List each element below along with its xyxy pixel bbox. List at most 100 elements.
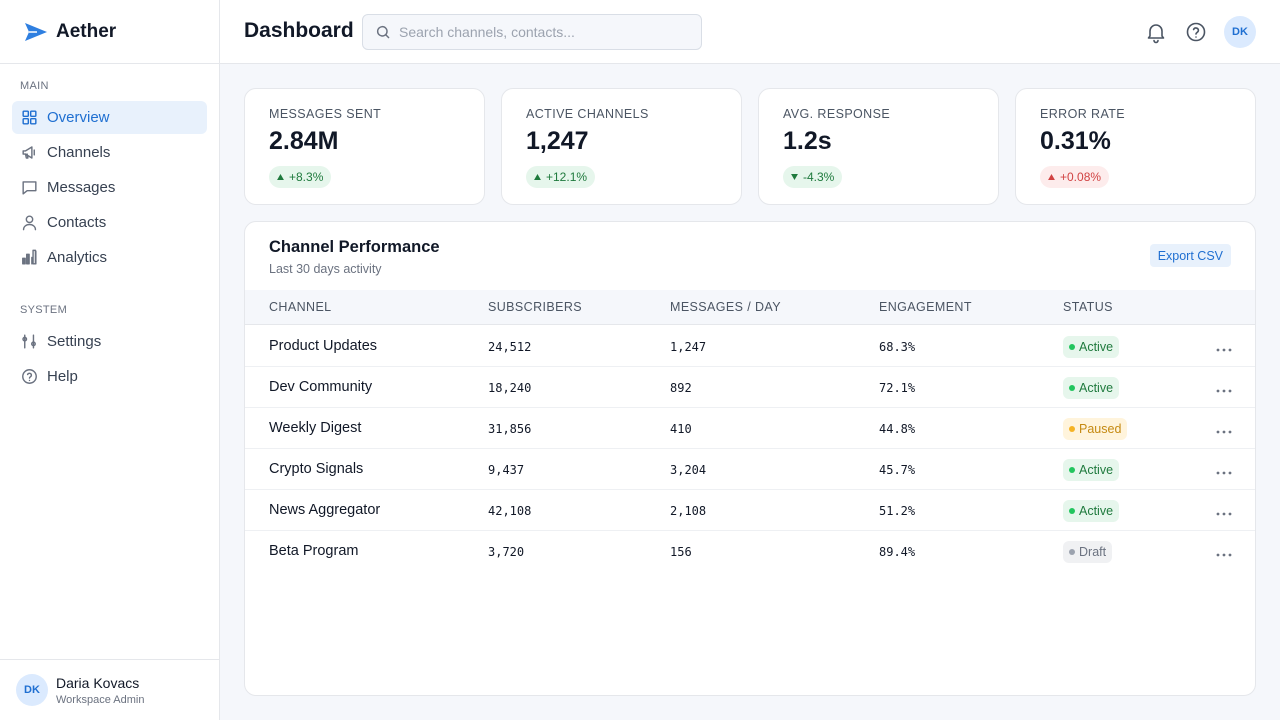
brand-logo (25, 23, 47, 41)
icon-part (1153, 39, 1159, 44)
status-text: Paused (1079, 422, 1122, 436)
column-header: ENGAGEMENT (879, 300, 972, 314)
stat-value: 0.31% (1040, 127, 1111, 155)
nav-label: Overview (47, 109, 110, 126)
table-cell: 72.1% (879, 381, 916, 395)
row-menu[interactable] (1215, 342, 1233, 352)
stat-change-text: +8.3% (289, 170, 324, 184)
icon-part (1222, 471, 1226, 475)
icon-part (1216, 553, 1232, 557)
stat-change: -4.3% (783, 166, 843, 188)
table-cell: 24,512 (488, 340, 532, 354)
stat-card: AVG. RESPONSE 1.2s -4.3% (758, 88, 999, 205)
nav-item[interactable]: Analytics (12, 241, 207, 274)
user-avatar: DK (16, 674, 48, 706)
table-cell: News Aggregator (269, 502, 381, 518)
icon-part (1222, 553, 1226, 557)
icon-part (26, 372, 33, 382)
table-cell: Dev Community (269, 379, 373, 395)
icon-part (22, 336, 28, 342)
column-header: CHANNEL (269, 300, 332, 314)
nav-item[interactable]: Overview (12, 101, 207, 134)
table-cell: 68.3% (879, 340, 916, 354)
icon-part (1216, 512, 1220, 516)
icon-part (1048, 174, 1055, 180)
nav-icon (22, 334, 36, 349)
icon-part (1228, 430, 1232, 434)
status-badge: Active (1063, 500, 1120, 522)
status-text: Active (1079, 463, 1114, 477)
nav-section-label: SYSTEM (20, 304, 68, 316)
status-dot (1069, 344, 1075, 350)
table-cell: 2,108 (670, 504, 707, 518)
table-row: News Aggregator 42,108 2,108 51.2% Active (245, 490, 1255, 531)
trend-arrow (1048, 174, 1055, 180)
stat-change-text: +12.1% (546, 170, 588, 184)
icon-part (1228, 471, 1232, 475)
notifications-button[interactable] (1144, 20, 1168, 44)
status-text: Active (1079, 504, 1114, 518)
search-icon (376, 25, 390, 39)
header-avatar[interactable]: DK (1224, 16, 1256, 48)
row-menu[interactable] (1215, 547, 1233, 557)
icon-part (1216, 348, 1220, 352)
status-dot (1069, 508, 1075, 514)
icon-part (22, 181, 37, 195)
icon-part (1216, 471, 1232, 475)
table-cell: Beta Program (269, 543, 359, 559)
status-text: Active (1079, 381, 1114, 395)
icon-part (32, 249, 37, 265)
nav-item[interactable]: Channels (12, 136, 207, 169)
icon-part (22, 117, 30, 125)
search-box[interactable]: Search channels, contacts... (362, 14, 702, 50)
icon-part (1222, 389, 1226, 393)
status-dot (1069, 467, 1075, 473)
icon-part (376, 25, 388, 37)
nav-item[interactable]: Contacts (12, 206, 207, 239)
status-badge: Draft (1063, 541, 1113, 563)
icon-part (26, 253, 30, 265)
nav-icon (22, 181, 37, 195)
nav-icon (22, 215, 37, 231)
export-button[interactable]: Export CSV (1149, 244, 1231, 267)
user-role: Workspace Admin (56, 694, 145, 706)
icon-part (1147, 24, 1165, 39)
icon-part (1222, 348, 1226, 352)
status-dot (1069, 549, 1075, 555)
stat-label: ACTIVE CHANNELS (526, 107, 649, 121)
table-cell: Crypto Signals (269, 461, 364, 477)
nav-icon (22, 249, 37, 265)
row-menu[interactable] (1215, 383, 1233, 393)
divider (0, 63, 219, 64)
nav-section-label: MAIN (20, 80, 49, 92)
row-menu[interactable] (1215, 465, 1233, 475)
icon-part (1228, 348, 1232, 352)
row-menu[interactable] (1215, 506, 1233, 516)
table-cell: 18,240 (488, 381, 532, 395)
page-title: Dashboard (244, 19, 354, 42)
nav-label: Contacts (47, 214, 107, 231)
stat-value: 1,247 (526, 127, 589, 155)
help-button[interactable] (1184, 20, 1208, 44)
nav-item[interactable]: Help (12, 360, 207, 393)
nav-label: Messages (47, 179, 116, 196)
table-cell: 51.2% (879, 504, 916, 518)
table-cell: 44.8% (879, 422, 916, 436)
table-row: Dev Community 18,240 892 72.1% Active (245, 367, 1255, 408)
user-card: DK Daria Kovacs Workspace Admin (0, 659, 219, 720)
user-name: Daria Kovacs (56, 675, 140, 691)
table-cell: 31,856 (488, 422, 532, 436)
icon-part (1216, 348, 1232, 352)
row-menu[interactable] (1215, 424, 1233, 434)
nav-icon (22, 110, 37, 125)
nav-label: Channels (47, 144, 111, 161)
table-cell: 3,720 (488, 545, 525, 559)
table-cell: 3,204 (670, 463, 707, 477)
icon-part (1228, 512, 1232, 516)
icon-part (1216, 512, 1232, 516)
trend-arrow (791, 174, 798, 180)
nav-item[interactable]: Settings (12, 325, 207, 358)
table-row: Beta Program 3,720 156 89.4% Draft (245, 531, 1255, 572)
nav-item[interactable]: Messages (12, 171, 207, 204)
stat-card: ACTIVE CHANNELS 1,247 +12.1% (501, 88, 742, 205)
